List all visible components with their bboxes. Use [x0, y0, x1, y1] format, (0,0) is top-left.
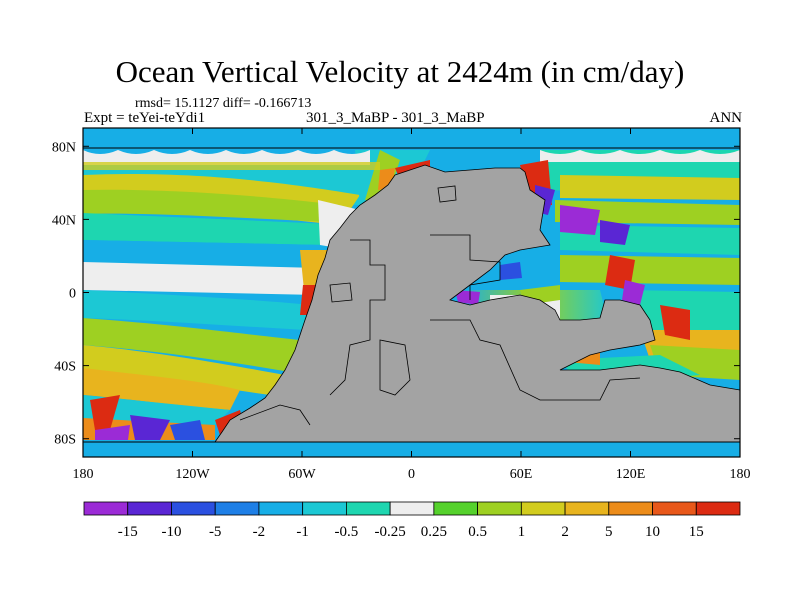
colorbar-swatch [302, 501, 347, 516]
colorbar-swatch [564, 501, 610, 516]
field-layer [83, 128, 740, 457]
x-tick-label: 0 [408, 467, 415, 482]
colorbar-swatch [695, 501, 741, 516]
colorbar-swatch [127, 501, 172, 516]
axis-ticks: 180 120W 60W 0 60E 120E 180 80N 40N 0 40S 80S [52, 128, 751, 482]
x-tick-label: 180 [73, 467, 94, 482]
experiment-label: Expt = teYei-teYdi1 [84, 110, 206, 126]
x-tick-label: 120W [175, 467, 210, 482]
colorbar-swatch [389, 501, 435, 516]
colorbar-swatch [258, 501, 304, 516]
colorbar-label: -15 [118, 524, 138, 540]
colorbar-label: 10 [645, 524, 660, 540]
y-tick-label: 40N [52, 213, 76, 228]
colorbar-swatch [171, 501, 216, 516]
y-tick-label: 80N [52, 140, 76, 155]
chart-title: Ocean Vertical Velocity at 2424m (in cm/… [115, 54, 685, 89]
colorbar-label: -2 [253, 524, 266, 540]
stats-label: rmsd= 15.1127 diff= -0.166713 [135, 96, 312, 111]
colorbar-swatch [608, 501, 653, 516]
x-tick-label: 180 [730, 467, 751, 482]
colorbar-swatch [433, 501, 479, 516]
colorbar-label: 1 [518, 524, 526, 540]
y-tick-label: 0 [69, 287, 76, 302]
colorbar-label: -1 [296, 524, 309, 540]
colorbar-swatch [214, 501, 260, 516]
colorbar: -15 -10 -5 -2 -1 -0.5 -0.25 0.25 0.5 1 2 5 10 15 [83, 501, 741, 540]
colorbar-label: 0.5 [468, 524, 487, 540]
colorbar-label: -0.5 [335, 524, 359, 540]
x-tick-label: 60E [510, 467, 533, 482]
land-island [437, 185, 457, 203]
colorbar-label: 15 [689, 524, 704, 540]
colorbar-label: -0.25 [375, 524, 406, 540]
x-tick-label: 60W [288, 467, 316, 482]
colorbar-label: 2 [561, 524, 569, 540]
colorbar-label: -10 [161, 524, 181, 540]
colorbar-label: 0.25 [421, 524, 447, 540]
y-tick-label: 80S [54, 433, 76, 448]
colorbar-label: -5 [209, 524, 222, 540]
case-label: 301_3_MaBP - 301_3_MaBP [306, 110, 485, 126]
season-label: ANN [709, 110, 743, 126]
colorbar-label: 5 [605, 524, 613, 540]
colorbar-swatch [83, 501, 129, 516]
colorbar-swatch [345, 501, 391, 516]
x-tick-label: 120E [616, 467, 646, 482]
colorbar-swatch [520, 501, 566, 516]
colorbar-swatch [652, 501, 697, 516]
y-tick-label: 40S [54, 360, 76, 375]
colorbar-swatch [477, 501, 522, 516]
